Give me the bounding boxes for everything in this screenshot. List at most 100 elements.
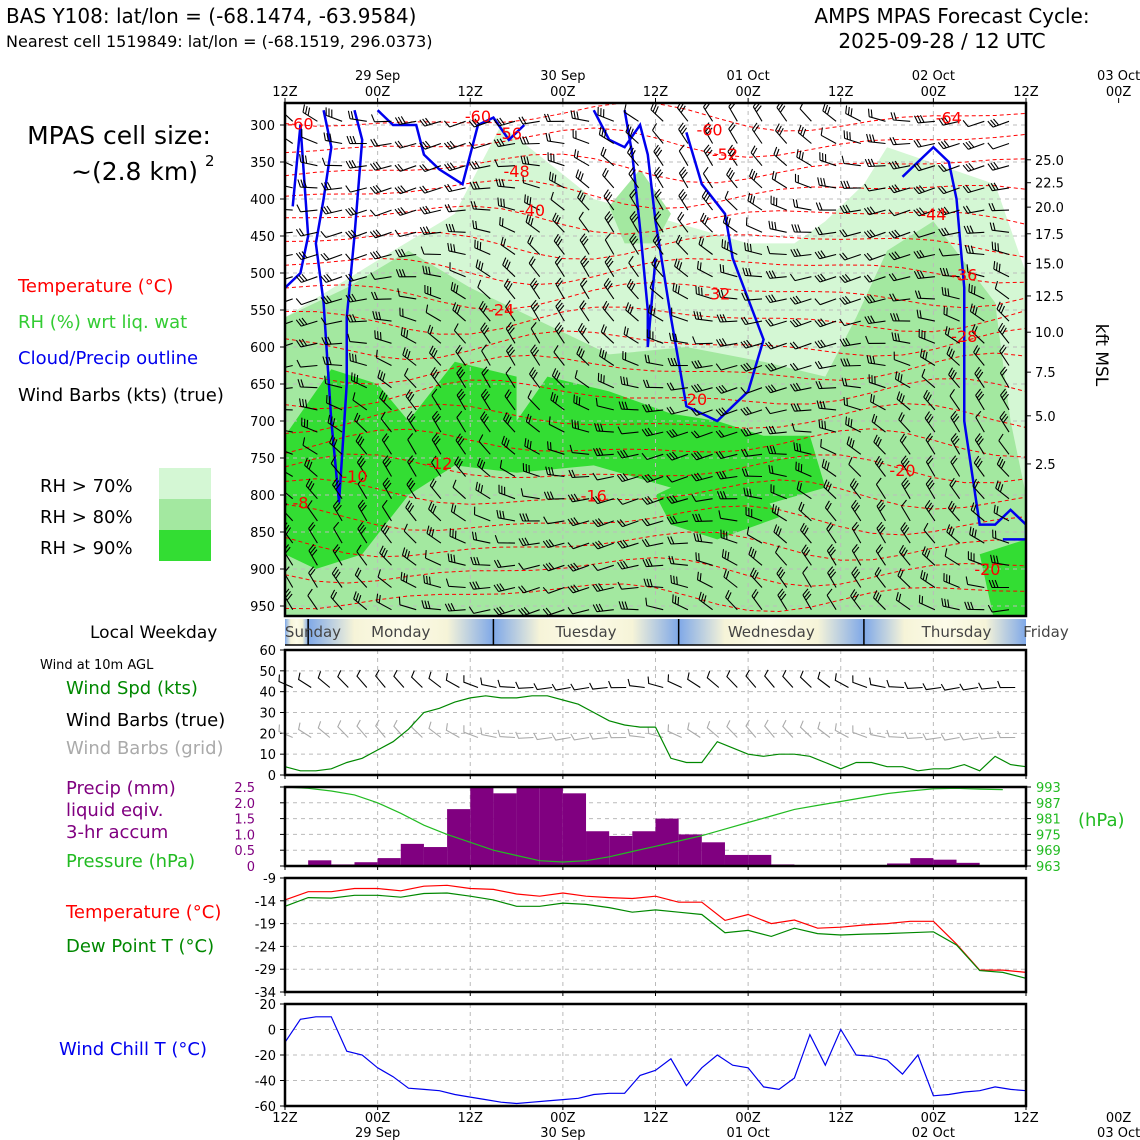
wind-barb bbox=[506, 344, 516, 366]
isotherm-label: -40 bbox=[519, 201, 545, 220]
wind-barb-grid bbox=[726, 720, 738, 738]
wind-barb bbox=[690, 407, 713, 416]
weekday-label: Local Weekday bbox=[90, 623, 217, 643]
wind-barb-true bbox=[886, 679, 905, 689]
wind-barb-true bbox=[852, 675, 868, 689]
wind-barb-true bbox=[817, 671, 831, 688]
wind-barb bbox=[693, 532, 713, 544]
top-hour-label: 00Z bbox=[1106, 85, 1132, 100]
wind-barb bbox=[480, 411, 491, 433]
wind-barb bbox=[716, 491, 738, 500]
wind-spd-label: Wind Spd (kts) bbox=[66, 678, 198, 699]
wind-barb-true bbox=[278, 674, 293, 689]
wind-barb bbox=[875, 544, 886, 566]
wind-barb bbox=[493, 117, 516, 127]
wind-barb bbox=[874, 567, 886, 588]
wind-barb bbox=[518, 607, 540, 616]
wind-barb bbox=[777, 588, 788, 610]
wind-barb bbox=[765, 406, 787, 415]
wind-barb bbox=[331, 566, 343, 588]
temp-ytick-label: -19 bbox=[255, 918, 276, 933]
wind-barb bbox=[944, 326, 960, 344]
wind-barb bbox=[998, 433, 1010, 455]
wind-barb bbox=[845, 416, 862, 433]
wind-barb bbox=[456, 388, 467, 411]
isotherm-label: -44 bbox=[920, 205, 946, 224]
wind-barb bbox=[815, 380, 837, 390]
wind-barb bbox=[369, 229, 392, 239]
wind-barb bbox=[845, 105, 862, 122]
wind-barb bbox=[320, 317, 343, 326]
wind-barb bbox=[567, 542, 590, 550]
wind-barb bbox=[918, 594, 936, 611]
isotherm bbox=[285, 327, 1026, 361]
wind-barb bbox=[938, 116, 960, 126]
wind-barb bbox=[921, 368, 936, 389]
wind-barb bbox=[893, 351, 911, 367]
wind-barb bbox=[666, 475, 689, 483]
wind-barb bbox=[791, 224, 812, 233]
wind-barb bbox=[698, 591, 713, 611]
wind-barb bbox=[998, 322, 1010, 344]
wind-barb bbox=[468, 606, 491, 614]
precip-bar bbox=[887, 863, 911, 866]
wind-barb bbox=[428, 501, 442, 522]
wind-barb bbox=[925, 477, 936, 499]
wind-barb bbox=[715, 407, 738, 417]
wind-barb bbox=[975, 388, 985, 411]
wind-barb bbox=[698, 236, 713, 255]
wind-barb bbox=[999, 410, 1010, 433]
wind-barb bbox=[345, 185, 367, 193]
wind-barb bbox=[395, 248, 417, 258]
wind-barb bbox=[789, 341, 812, 350]
wind-barb bbox=[839, 318, 861, 327]
wind-barb-grid bbox=[959, 733, 979, 741]
wind-barb bbox=[354, 412, 368, 433]
precip-bar bbox=[956, 862, 980, 866]
wind-barb-grid bbox=[940, 733, 960, 741]
top-hour-label: 12Z bbox=[1013, 85, 1039, 100]
pressure-tick-label: 700 bbox=[250, 415, 275, 430]
wind-barb bbox=[814, 318, 837, 328]
wind-barb bbox=[330, 589, 343, 611]
wind-barb bbox=[848, 456, 862, 477]
height-tick-label: 20.0 bbox=[1035, 201, 1064, 216]
wind-barb bbox=[652, 123, 664, 144]
wind-barb-true bbox=[589, 682, 608, 690]
wind-barb bbox=[550, 191, 565, 211]
top-date-label: 01 Oct bbox=[727, 69, 770, 84]
wind-barb bbox=[898, 412, 911, 433]
wind-barb bbox=[356, 544, 368, 566]
wind-barb-true bbox=[445, 673, 460, 688]
wind-barb-true bbox=[317, 671, 331, 688]
wind-barb bbox=[814, 250, 837, 260]
wind-barb bbox=[641, 495, 664, 505]
wind-barb bbox=[750, 145, 763, 167]
wind-barb bbox=[295, 228, 318, 237]
wind-barb bbox=[990, 554, 1010, 566]
bottom-hour-label: 12Z bbox=[828, 1111, 854, 1126]
wind-barb bbox=[419, 185, 442, 194]
wind-barb bbox=[616, 519, 639, 528]
wind-barb bbox=[372, 310, 392, 322]
wind-barb bbox=[394, 140, 417, 149]
wind-barb bbox=[800, 522, 812, 544]
wind-barbs-grid-label: Wind Barbs (grid) bbox=[66, 738, 224, 759]
wind-barb bbox=[567, 493, 590, 503]
wind-barb bbox=[966, 264, 985, 278]
wind-barb bbox=[690, 430, 713, 439]
wind-barb bbox=[347, 333, 367, 344]
wind-barb bbox=[474, 239, 491, 256]
wind-barb bbox=[899, 544, 911, 566]
wind-barb-grid bbox=[533, 733, 553, 741]
pressure-ytick-label: 981 bbox=[1036, 813, 1061, 828]
wind-barb bbox=[570, 110, 590, 122]
wind-barb bbox=[969, 303, 985, 322]
pressure-ytick-label: 963 bbox=[1036, 860, 1061, 875]
wind-barb bbox=[357, 499, 368, 522]
wind-barb bbox=[717, 289, 738, 300]
legend-rh70-label: RH > 70% bbox=[40, 476, 133, 497]
wind-barb-true bbox=[687, 672, 701, 688]
wind-barb bbox=[814, 226, 837, 236]
wind-barb bbox=[691, 472, 713, 482]
